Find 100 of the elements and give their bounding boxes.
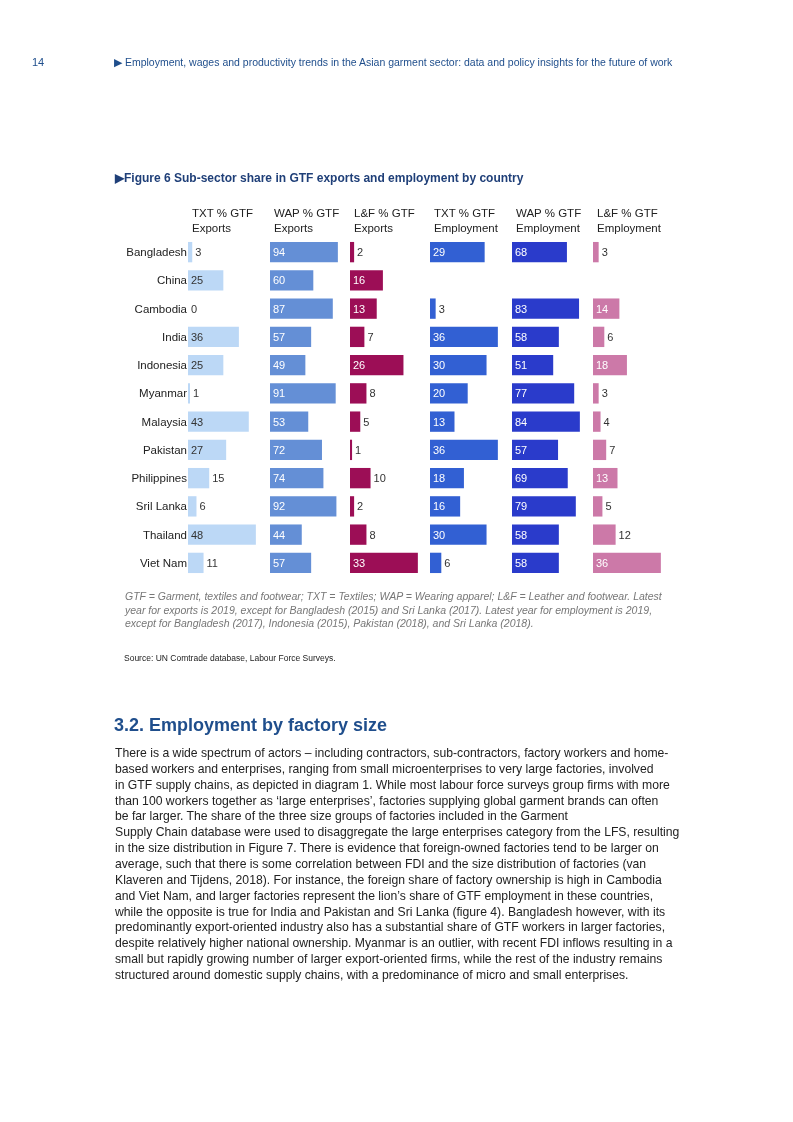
bar bbox=[430, 524, 487, 545]
data-label: 3 bbox=[601, 387, 608, 400]
bar bbox=[593, 439, 607, 461]
data-label: 8 bbox=[369, 528, 376, 541]
data-label: 1 bbox=[355, 443, 362, 456]
bar bbox=[593, 383, 599, 404]
data-label: 6 bbox=[607, 330, 614, 343]
data-label: 13 bbox=[596, 472, 609, 485]
data-label: 2 bbox=[357, 500, 364, 513]
bar bbox=[188, 270, 224, 291]
chart-title: WAP % GTF Employment bbox=[516, 207, 582, 234]
bar bbox=[270, 298, 333, 319]
text: ▶Figure 6 Sub-sector share in GTF exports and employment by country bbox=[114, 171, 524, 185]
data-label: 3 bbox=[195, 246, 202, 259]
data-label: 57 bbox=[273, 330, 286, 343]
data-label: 58 bbox=[515, 556, 528, 569]
bar bbox=[512, 496, 576, 517]
y-tick-label: Indonesia bbox=[137, 359, 188, 372]
data-label: 68 bbox=[515, 246, 528, 259]
data-label: 16 bbox=[353, 274, 366, 287]
bar bbox=[430, 298, 436, 319]
data-label: 7 bbox=[367, 330, 374, 343]
bar bbox=[270, 439, 322, 461]
bar bbox=[512, 467, 568, 489]
y-tick-label: Malaysia bbox=[141, 415, 188, 428]
bar bbox=[512, 354, 554, 376]
data-label: 57 bbox=[273, 556, 286, 569]
bar bbox=[512, 411, 580, 432]
data-label: 44 bbox=[273, 528, 286, 541]
bar bbox=[430, 354, 487, 376]
y-tick-label: Myanmar bbox=[139, 387, 188, 400]
y-tick-label: Thailand bbox=[142, 528, 187, 541]
data-label: 43 bbox=[191, 415, 204, 428]
bar bbox=[593, 411, 601, 432]
data-label: 87 bbox=[273, 302, 286, 315]
data-label: 51 bbox=[515, 359, 528, 372]
y-tick-label: India bbox=[162, 330, 188, 343]
bar bbox=[270, 241, 338, 263]
y-tick-label: Sril Lanka bbox=[135, 500, 188, 513]
data-label: 27 bbox=[191, 443, 204, 456]
bar bbox=[593, 298, 620, 319]
data-label: 25 bbox=[191, 274, 204, 287]
bar bbox=[512, 241, 567, 263]
data-label: 83 bbox=[515, 302, 528, 315]
bar bbox=[350, 496, 355, 517]
chart-title: L&F % GTF Employment bbox=[597, 207, 662, 234]
data-label: 84 bbox=[515, 415, 528, 428]
data-label: 48 bbox=[191, 528, 204, 541]
chart-title: L&F % GTF Exports bbox=[354, 207, 415, 234]
bar bbox=[350, 270, 383, 291]
data-label: 58 bbox=[515, 330, 528, 343]
bar bbox=[512, 439, 559, 461]
bar bbox=[430, 552, 442, 574]
bar bbox=[430, 439, 498, 461]
data-label: 92 bbox=[273, 500, 286, 513]
source-note: Source: UN Comtrade database, Labour Force Surveys. bbox=[124, 653, 336, 663]
data-label: 13 bbox=[353, 302, 366, 315]
y-tick-label: Philippines bbox=[131, 472, 188, 485]
bar bbox=[270, 552, 312, 574]
data-label: 16 bbox=[433, 500, 446, 513]
bar bbox=[270, 411, 309, 432]
bar bbox=[188, 326, 239, 348]
data-label: 7 bbox=[609, 443, 616, 456]
data-label: 36 bbox=[191, 330, 204, 343]
data-label: 33 bbox=[353, 556, 366, 569]
data-label: 36 bbox=[433, 330, 446, 343]
data-label: 4 bbox=[603, 415, 610, 428]
bar bbox=[593, 326, 605, 348]
data-label: 74 bbox=[273, 472, 286, 485]
data-label: 2 bbox=[357, 246, 364, 259]
data-label: 3 bbox=[601, 246, 608, 259]
text: GTF = Garment, textiles and footwear; TXT = Textiles; WAP = Wearing apparel; L&F = Leather and footwear. Latest year for exports is 2019, except for Bangladesh (2015) and Sri Lanka (2017). Latest year for employment is 2019, except for Bangladesh (2017), Indonesia (2015), Pakistan (2018), and Sri Lanka (2018). bbox=[124, 590, 663, 630]
data-label: 25 bbox=[191, 359, 204, 372]
y-tick-label: Cambodia bbox=[134, 302, 188, 315]
y-tick-label: Pakistan bbox=[142, 443, 187, 456]
data-label: 77 bbox=[515, 387, 528, 400]
data-label: 3 bbox=[438, 302, 445, 315]
bar bbox=[188, 439, 227, 461]
data-label: 13 bbox=[433, 415, 446, 428]
bar bbox=[188, 524, 256, 545]
chart-title: TXT % GTF Exports bbox=[192, 207, 254, 234]
data-label: 6 bbox=[199, 500, 206, 513]
bar bbox=[350, 298, 377, 319]
data-label: 30 bbox=[433, 528, 446, 541]
bar bbox=[188, 552, 204, 574]
data-label: 5 bbox=[363, 415, 370, 428]
data-label: 53 bbox=[273, 415, 286, 428]
data-label: 8 bbox=[369, 387, 376, 400]
data-label: 91 bbox=[273, 387, 286, 400]
data-label: 26 bbox=[353, 359, 366, 372]
bar bbox=[188, 496, 197, 517]
bar bbox=[512, 298, 580, 319]
text: ▶ Employment, wages and productivity trends in the Asian garment sector: data and policy insights for the future of work bbox=[114, 56, 674, 68]
bar bbox=[350, 467, 371, 489]
bar bbox=[350, 383, 367, 404]
data-label: 0 bbox=[191, 302, 198, 315]
bar bbox=[593, 524, 616, 545]
data-label: 94 bbox=[273, 246, 286, 259]
bar bbox=[430, 241, 485, 263]
data-label: 1 bbox=[193, 387, 200, 400]
